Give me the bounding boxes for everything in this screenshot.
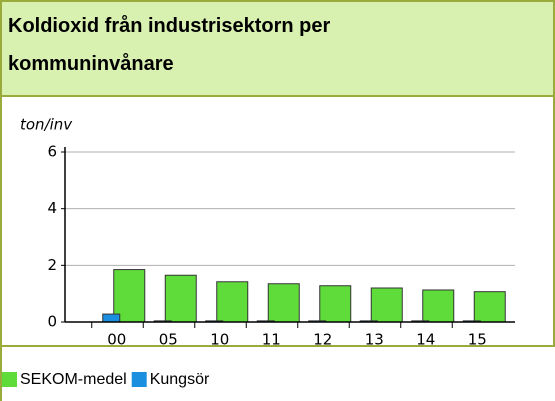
legend-swatch bbox=[2, 372, 17, 387]
x-tick-label: 15 bbox=[468, 331, 487, 349]
x-tick-label: 14 bbox=[416, 331, 435, 349]
bar bbox=[102, 313, 121, 323]
x-tick-label: 05 bbox=[159, 331, 178, 349]
bar bbox=[164, 274, 197, 323]
legend-swatch bbox=[131, 372, 147, 387]
y-tick-label: 2 bbox=[47, 256, 57, 274]
title-line2: kommuninvånare bbox=[8, 52, 174, 75]
x-tick-label: 11 bbox=[262, 331, 281, 349]
bar bbox=[113, 269, 146, 323]
chart-title-line1: Koldioxid från industrisektorn per kommu… bbox=[8, 14, 336, 75]
bar bbox=[319, 285, 352, 323]
bar bbox=[370, 287, 403, 323]
x-tick-label: 00 bbox=[107, 331, 126, 349]
y-axis-label: ton/inv bbox=[20, 116, 73, 134]
bar bbox=[422, 289, 455, 323]
y-tick-label: 0 bbox=[47, 313, 57, 331]
x-tick-label: 13 bbox=[365, 331, 384, 349]
legend-label: Kungsör bbox=[150, 371, 210, 388]
bar bbox=[473, 291, 506, 323]
title: Koldioxid från industrisektorn per bbox=[8, 14, 330, 37]
bar bbox=[216, 281, 249, 323]
x-tick-label: 10 bbox=[210, 331, 229, 349]
header bbox=[0, 0, 555, 97]
x-tick-label: 12 bbox=[313, 331, 332, 349]
y-tick-label: 6 bbox=[47, 143, 57, 161]
bar bbox=[267, 283, 300, 323]
y-tick-label: 4 bbox=[47, 199, 57, 217]
legend-label: SEKOM-medel bbox=[20, 371, 127, 388]
